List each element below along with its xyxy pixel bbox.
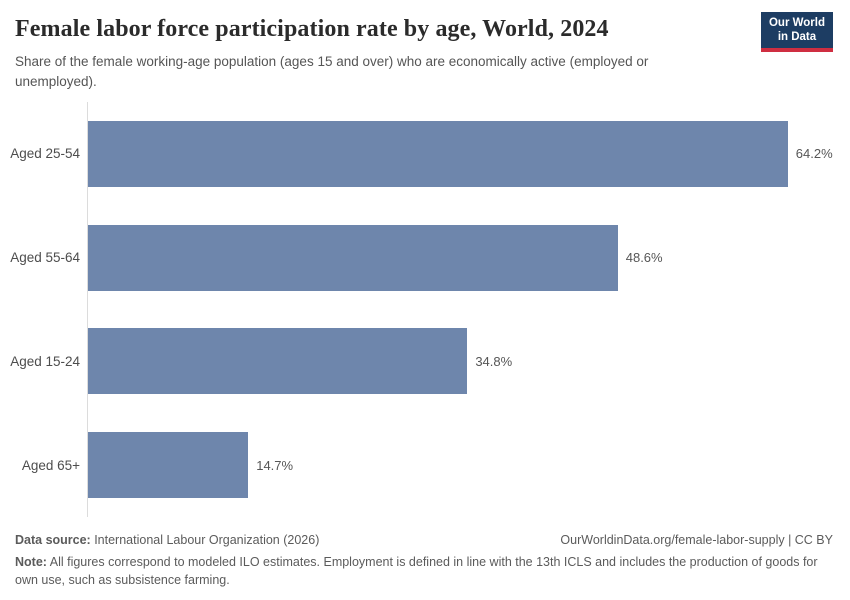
bar [88, 328, 468, 395]
y-axis-line [87, 102, 88, 517]
value-label: 64.2% [795, 146, 833, 162]
bar-rows-container: Aged 25-54 64.2% Aged 55-64 48.6% Aged 15-24… [0, 102, 850, 517]
bar-area: 48.6% [88, 224, 850, 291]
owid-logo-line1: Our World [768, 17, 825, 29]
chart-footer: Data source: International Labour Organi… [15, 532, 833, 590]
category-label: Aged 55-64 [10, 250, 80, 266]
bar-row: Aged 65+ 14.7% [0, 413, 850, 517]
data-source-label: Data source: [15, 532, 91, 547]
owid-logo-line2: in Data [777, 31, 817, 44]
bar-row: Aged 55-64 48.6% [0, 206, 850, 310]
bar-chart: Aged 25-54 64.2% Aged 55-64 48.6% Aged 15-24… [0, 102, 850, 517]
data-source-line: Data source: International Labour Organi… [15, 532, 319, 550]
attribution-text: OurWorldinData.org/female-labor-supply |… [560, 532, 833, 547]
note-text: All figures correspond to modeled ILO es… [15, 555, 818, 587]
value-label: 48.6% [625, 250, 663, 266]
bar [88, 432, 249, 499]
bar-row: Aged 15-24 34.8% [0, 310, 850, 414]
chart-subtitle: Share of the female working-age populati… [15, 54, 649, 90]
chart-title: Female labor force participation rate by… [15, 16, 609, 42]
value-label: 14.7% [256, 457, 294, 473]
note-label: Note: [15, 555, 47, 569]
bar [88, 224, 618, 291]
bar [88, 120, 788, 187]
bar-area: 14.7% [88, 432, 850, 499]
category-label: Aged 25-54 [10, 146, 80, 162]
note-line: Note: All figures correspond to modeled … [15, 554, 833, 589]
source-row: Data source: International Labour Organi… [15, 532, 833, 550]
bar-row: Aged 25-54 64.2% [0, 102, 850, 206]
category-label: Aged 15-24 [10, 353, 80, 369]
bar-area: 64.2% [88, 120, 850, 187]
bar-area: 34.8% [88, 328, 850, 395]
value-label: 34.8% [475, 353, 513, 369]
owid-logo: Our World in Data [760, 12, 833, 52]
data-source-text: International Labour Organization (2026) [90, 532, 320, 547]
chart-header: Female labor force participation rate by… [0, 0, 850, 93]
category-label: Aged 65+ [21, 457, 80, 473]
